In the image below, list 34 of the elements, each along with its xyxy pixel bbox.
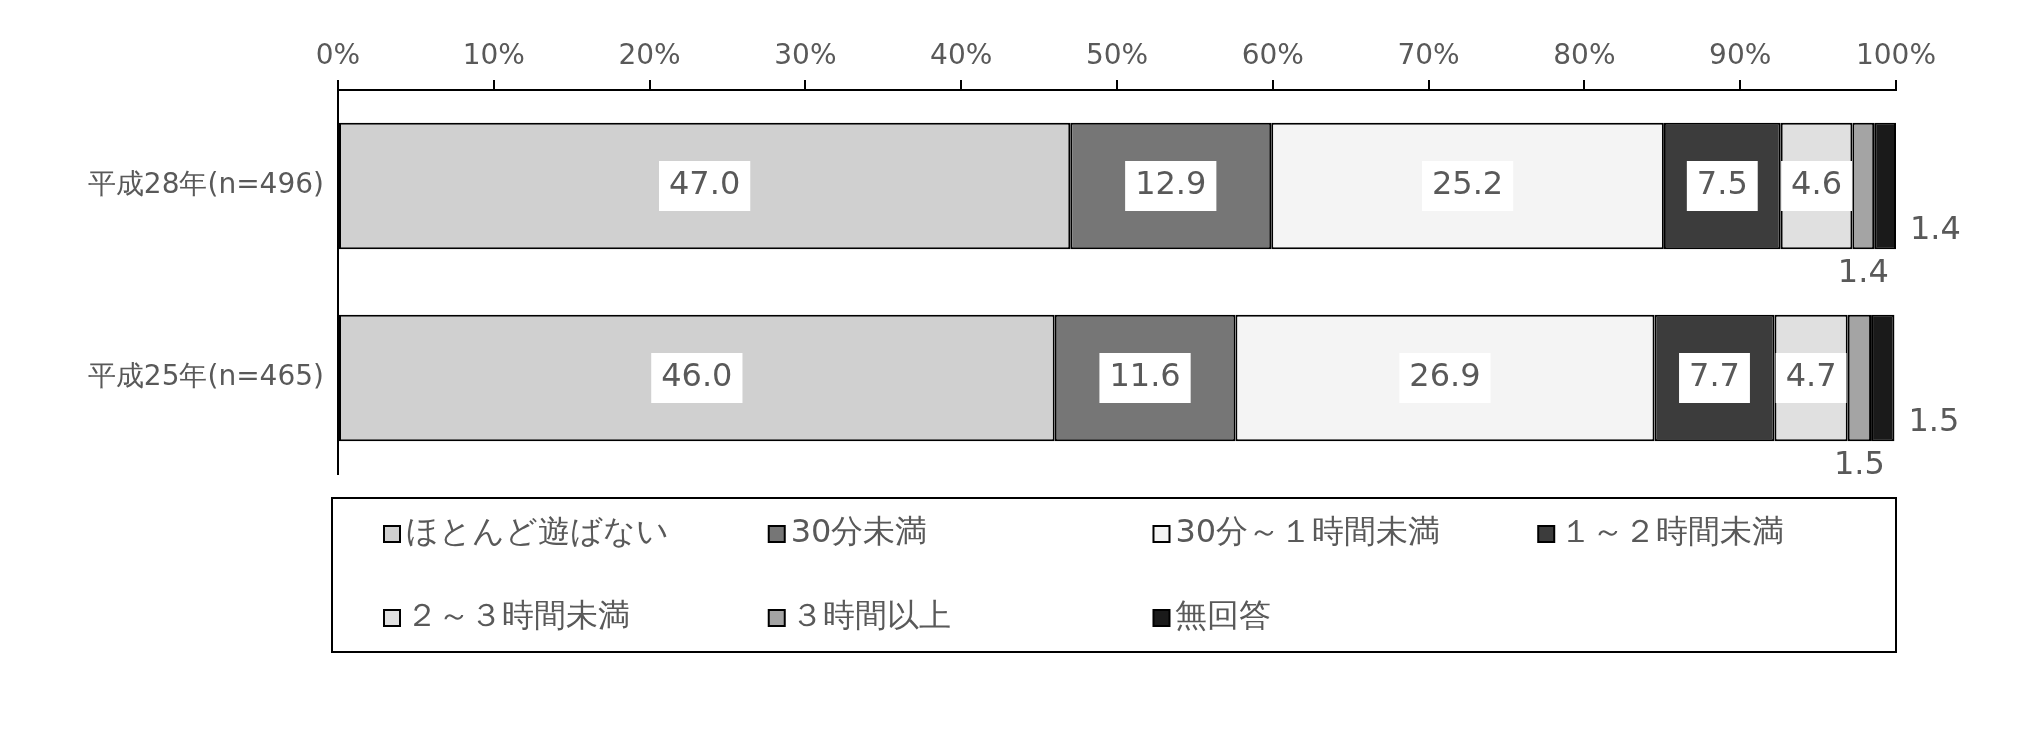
x-tick-label: 40% xyxy=(930,38,993,72)
legend-label: 30分未満 xyxy=(790,512,928,551)
x-tick-label: 20% xyxy=(618,38,681,72)
data-label: 4.7 xyxy=(1785,356,1837,395)
data-label: 7.7 xyxy=(1689,356,1740,395)
x-tick-label: 50% xyxy=(1085,38,1149,72)
x-tick-label: 0% xyxy=(315,38,361,72)
x-tick-label: 30% xyxy=(774,38,837,72)
data-label: 46.0 xyxy=(661,356,733,395)
y-tick-label: 平成28年(n=496) xyxy=(87,167,324,201)
legend-label: 無回答 xyxy=(1175,596,1272,635)
y-tick-label: 平成25年(n=465) xyxy=(87,359,324,393)
x-tick-label: 10% xyxy=(462,38,525,72)
data-label: 1.5 xyxy=(1833,443,1885,482)
data-label: 26.9 xyxy=(1409,356,1481,395)
data-label: 1.4 xyxy=(1837,251,1889,290)
legend-label: １～２時間未満 xyxy=(1560,512,1785,551)
legend-label: ほとんど遊ばない xyxy=(406,512,669,551)
data-label: 12.9 xyxy=(1135,164,1207,203)
data-label: 7.5 xyxy=(1696,164,1748,203)
data-label: 47.0 xyxy=(669,164,741,203)
data-label: 25.2 xyxy=(1431,164,1504,203)
legend-label: ２～３時間未満 xyxy=(406,596,630,635)
data-label: 11.6 xyxy=(1109,356,1181,395)
data-label: 4.6 xyxy=(1791,164,1842,203)
x-tick-label: 100% xyxy=(1855,38,1937,72)
x-tick-label: 90% xyxy=(1709,38,1772,72)
x-tick-label: 60% xyxy=(1241,38,1304,72)
legend-label: 30分～１時間未満 xyxy=(1175,512,1441,551)
x-tick-label: 70% xyxy=(1397,38,1460,72)
legend-label: ３時間以上 xyxy=(790,596,951,635)
data-label: 1.5 xyxy=(1908,400,1960,439)
data-label: 1.4 xyxy=(1910,208,1961,247)
x-tick-label: 80% xyxy=(1553,38,1616,72)
